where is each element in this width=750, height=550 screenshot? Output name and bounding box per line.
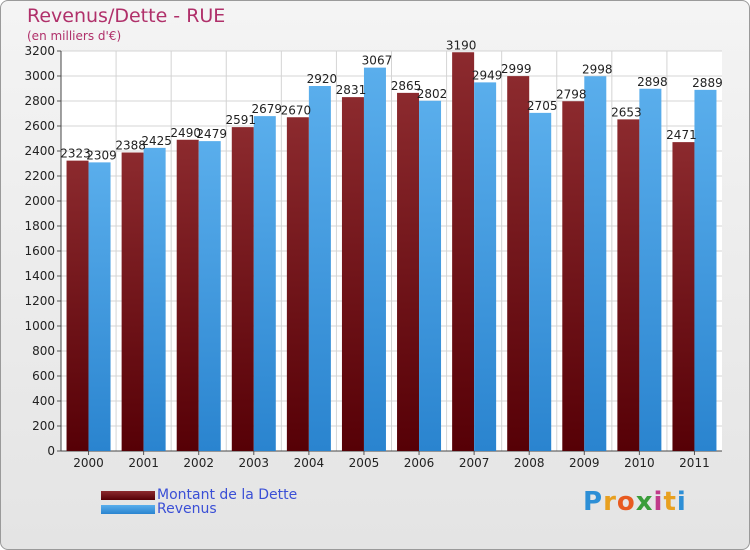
logo-letter: o xyxy=(616,487,636,517)
bar-dette xyxy=(341,97,364,451)
legend-swatch-revenus xyxy=(101,504,155,514)
value-label-dette: 2591 xyxy=(226,113,257,127)
legend-label-revenus: Revenus xyxy=(157,501,217,517)
x-tick-label: 2004 xyxy=(294,456,325,470)
legend-swatch-dette xyxy=(101,490,155,500)
bar-revenus xyxy=(584,76,607,451)
x-tick-label: 2010 xyxy=(624,456,655,470)
bar-dette xyxy=(452,52,475,451)
x-tick-label: 2009 xyxy=(569,456,600,470)
x-tick-label: 2000 xyxy=(73,456,104,470)
y-tick-label: 800 xyxy=(32,344,55,358)
y-tick-label: 2200 xyxy=(24,169,55,183)
bar-revenus xyxy=(529,112,552,451)
y-tick-label: 2400 xyxy=(24,144,55,158)
bar-dette xyxy=(66,160,89,451)
value-label-dette: 2388 xyxy=(115,139,146,153)
x-tick-label: 2005 xyxy=(349,456,380,470)
y-tick-label: 1800 xyxy=(24,219,55,233)
bar-revenus xyxy=(253,116,276,451)
bar-revenus xyxy=(419,100,442,451)
value-label-revenus: 2949 xyxy=(472,68,503,82)
chart-title: Revenus/Dette - RUE xyxy=(27,5,226,27)
x-tick-label: 2003 xyxy=(239,456,270,470)
value-label-dette: 3190 xyxy=(446,38,477,52)
y-tick-label: 200 xyxy=(32,419,55,433)
value-label-revenus: 2705 xyxy=(527,99,558,113)
bar-revenus xyxy=(639,88,662,451)
bar-revenus xyxy=(363,67,386,451)
value-label-dette: 2471 xyxy=(666,128,697,142)
logo-letter: x xyxy=(635,487,654,517)
bar-dette xyxy=(286,117,309,451)
value-label-revenus: 2679 xyxy=(252,102,283,116)
value-label-revenus: 2889 xyxy=(692,76,723,90)
y-tick-label: 2800 xyxy=(24,94,55,108)
x-tick-label: 2002 xyxy=(183,456,214,470)
bar-dette xyxy=(562,101,585,451)
y-tick-label: 3000 xyxy=(24,69,55,83)
value-label-revenus: 2425 xyxy=(141,134,172,148)
y-tick-label: 1600 xyxy=(24,244,55,258)
value-label-dette: 2798 xyxy=(556,87,587,101)
bar-dette xyxy=(231,127,254,451)
value-label-revenus: 2898 xyxy=(637,75,668,89)
value-label-dette: 2865 xyxy=(391,79,422,93)
value-label-dette: 2999 xyxy=(501,62,532,76)
value-label-dette: 2670 xyxy=(281,103,312,117)
value-label-revenus: 2920 xyxy=(307,72,338,86)
y-tick-label: 1000 xyxy=(24,319,55,333)
y-tick-label: 3200 xyxy=(24,44,55,58)
bar-revenus xyxy=(88,162,111,451)
legend-item-revenus: Revenus xyxy=(101,501,217,517)
legend-label-dette: Montant de la Dette xyxy=(157,487,298,503)
x-tick-label: 2007 xyxy=(459,456,490,470)
logo-letter: t xyxy=(663,487,677,517)
bar-revenus xyxy=(474,82,497,451)
bar-dette xyxy=(507,76,530,451)
value-label-revenus: 2479 xyxy=(196,127,227,141)
x-tick-label: 2006 xyxy=(404,456,435,470)
y-tick-label: 1200 xyxy=(24,294,55,308)
logo-letter: i xyxy=(676,487,687,517)
bar-dette xyxy=(672,142,695,451)
legend-item-dette: Montant de la Dette xyxy=(101,487,298,503)
bar-dette xyxy=(176,139,199,451)
y-tick-label: 0 xyxy=(47,444,55,458)
proxiti-logo: Proxiti xyxy=(583,487,687,517)
y-tick-label: 1400 xyxy=(24,269,55,283)
bar-dette xyxy=(617,119,640,451)
y-tick-label: 400 xyxy=(32,394,55,408)
y-tick-label: 2000 xyxy=(24,194,55,208)
logo-letter: i xyxy=(653,487,664,517)
value-label-dette: 2323 xyxy=(60,147,91,161)
x-tick-label: 2011 xyxy=(679,456,710,470)
chart-subtitle: (en milliers d'€) xyxy=(27,29,122,43)
value-label-revenus: 2802 xyxy=(417,87,448,101)
value-label-revenus: 2998 xyxy=(582,62,613,76)
bar-revenus xyxy=(143,147,166,451)
value-label-revenus: 3067 xyxy=(362,54,393,68)
bar-dette xyxy=(397,92,420,451)
bar-revenus xyxy=(198,141,221,451)
bar-dette xyxy=(121,152,144,451)
x-tick-label: 2008 xyxy=(514,456,545,470)
y-tick-label: 600 xyxy=(32,369,55,383)
value-label-dette: 2831 xyxy=(336,83,367,97)
x-tick-label: 2001 xyxy=(128,456,159,470)
bar-revenus xyxy=(694,89,717,451)
logo-letter: P xyxy=(583,487,604,517)
value-label-dette: 2653 xyxy=(611,105,642,119)
value-label-dette: 2490 xyxy=(170,126,201,140)
logo-letter: r xyxy=(603,487,617,517)
y-tick-label: 2600 xyxy=(24,119,55,133)
bar-revenus xyxy=(308,86,331,451)
value-label-revenus: 2309 xyxy=(86,148,117,162)
